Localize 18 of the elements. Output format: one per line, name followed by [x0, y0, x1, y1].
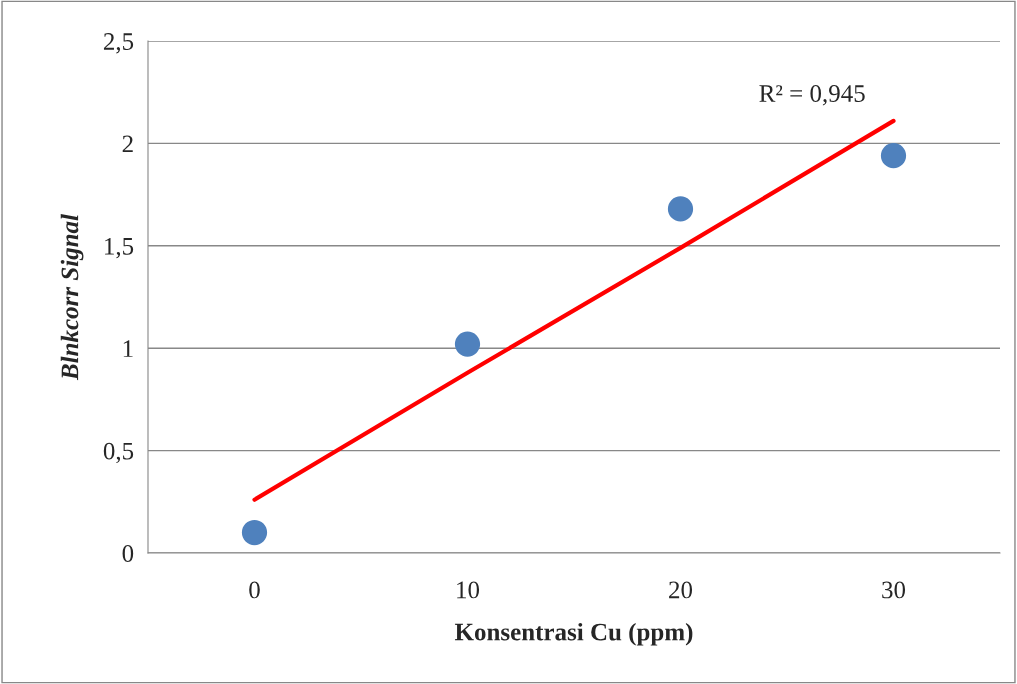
x-tick-label: 30 — [882, 581, 906, 599]
point — [241, 519, 268, 546]
x-tick-label: 10 — [457, 581, 480, 599]
y-tick-label: 2,5 — [103, 33, 134, 54]
y-tick-label: 2 — [122, 135, 133, 153]
y-tick-label: 1 — [123, 340, 133, 357]
x-axis-title: Konsentrasi Cu (ppm) — [454, 622, 693, 646]
y-tick-label: 0,5 — [103, 442, 134, 464]
point — [880, 143, 907, 169]
y-tick-label: 0 — [122, 545, 134, 562]
y-axis-title: Blnkcorr Signal — [60, 214, 84, 381]
line-series — [252, 118, 896, 502]
annotation: R² = 0,945 — [759, 85, 865, 106]
x-tick-label: 20 — [669, 581, 693, 599]
x-tick-label: 0 — [249, 581, 260, 599]
point — [667, 196, 694, 222]
y-tick-label: 1,5 — [105, 237, 134, 259]
point — [454, 331, 481, 357]
